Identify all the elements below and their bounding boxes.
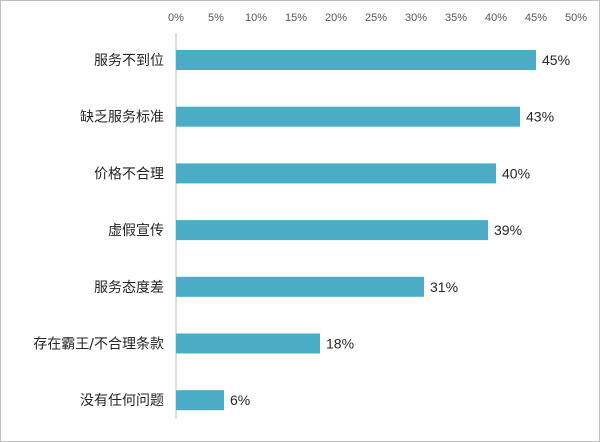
value-labels: 45% 43% 40% 39% 31% 18% 6%: [230, 52, 570, 408]
x-tick-label: 5%: [208, 12, 224, 24]
x-tick-label: 0%: [168, 12, 184, 24]
category-label: 缺乏服务标准: [80, 110, 164, 126]
bar: [176, 390, 224, 411]
x-tick-label: 10%: [245, 12, 267, 24]
bar: [176, 163, 496, 184]
bar: [176, 50, 536, 70]
bar: [176, 220, 488, 241]
category-label: 没有任何问题: [80, 393, 164, 409]
x-tick-label: 30%: [405, 12, 427, 24]
category-label: 存在霸王/不合理条款: [33, 336, 164, 353]
category-label: 虚假宣传: [108, 223, 164, 239]
category-label: 价格不合理: [94, 166, 164, 182]
value-label: 43%: [526, 109, 554, 125]
x-tick-label: 35%: [445, 12, 467, 24]
x-tick-label: 25%: [365, 12, 387, 24]
bar: [176, 276, 424, 297]
x-axis-ticks: 0% 5% 10% 15% 20% 25% 30% 35% 40% 45% 50%: [168, 12, 587, 24]
value-label: 39%: [494, 222, 522, 238]
x-tick-label: 40%: [485, 12, 507, 24]
x-tick-label: 15%: [285, 12, 307, 24]
x-tick-label: 20%: [325, 12, 347, 24]
value-label: 18%: [326, 336, 354, 352]
bars: [176, 50, 536, 411]
category-labels: 服务不到位缺乏服务标准价格不合理虚假宣传服务态度差存在霸王/不合理条款没有任何问…: [33, 53, 164, 409]
category-label: 服务不到位: [94, 53, 164, 69]
x-tick-label: 50%: [565, 12, 587, 24]
value-label: 40%: [502, 165, 530, 181]
value-label: 6%: [230, 392, 250, 408]
x-tick-label: 45%: [525, 12, 547, 24]
bar: [176, 333, 320, 354]
bar: [176, 106, 520, 127]
category-label: 服务态度差: [94, 280, 164, 296]
value-label: 45%: [542, 52, 570, 68]
value-label: 31%: [430, 279, 458, 295]
